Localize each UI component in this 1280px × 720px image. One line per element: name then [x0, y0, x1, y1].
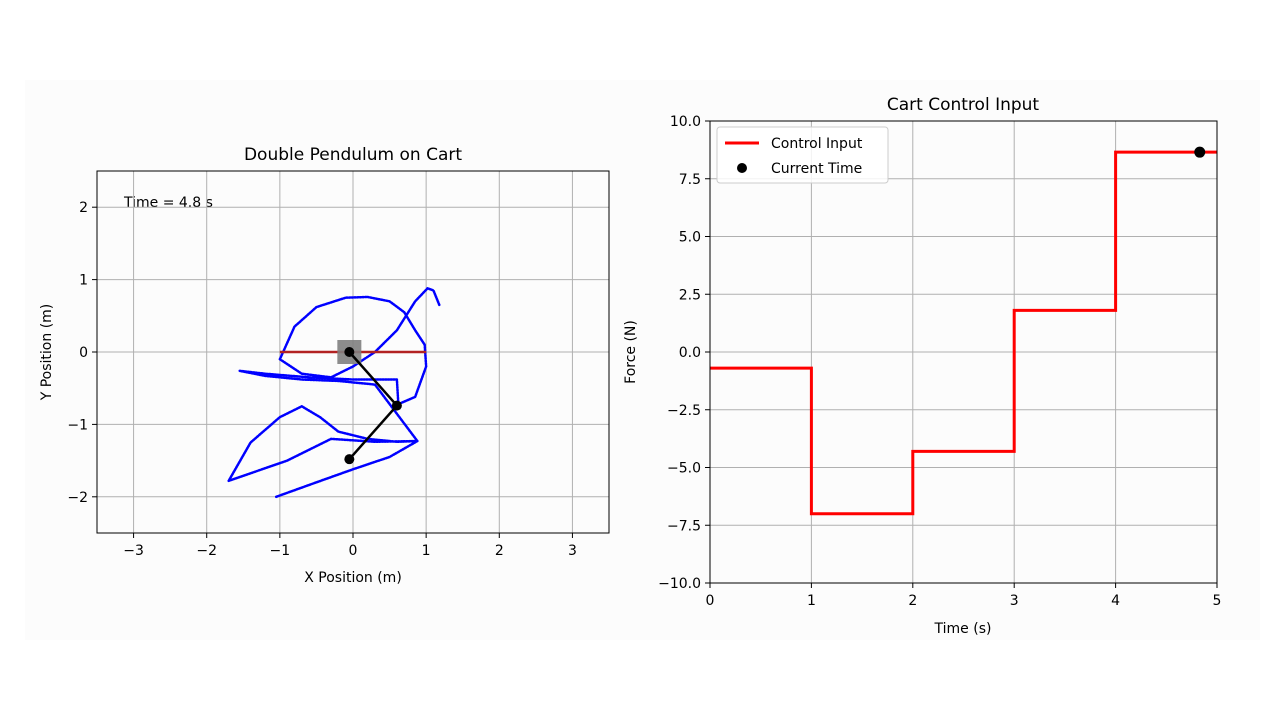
figure-svg: Double Pendulum on Cart X Position (m) Y… [39, 95, 1221, 637]
control-input-line [710, 150, 1217, 516]
control-y-tick-label: 0.0 [679, 345, 701, 361]
pendulum-x-axis-label: X Position (m) [304, 570, 402, 586]
current-time-marker [1194, 146, 1206, 158]
legend-current-swatch [737, 163, 747, 173]
pendulum-x-tick-label: −1 [270, 543, 291, 559]
control-y-axis-label: Force (N) [623, 320, 639, 384]
pendulum-x-tick-label: 2 [495, 543, 504, 559]
control-x-axis-label: Time (s) [934, 621, 992, 637]
trajectory-trace [227, 287, 441, 499]
pendulum-y-tick-label: −2 [67, 490, 88, 506]
control-y-tick-label: −2.5 [667, 403, 701, 419]
legend-current-label: Current Time [771, 161, 862, 177]
pendulum-plot-frame [96, 170, 610, 534]
figure: Double Pendulum on Cart X Position (m) Y… [25, 80, 1260, 640]
cart-pendulum [279, 340, 427, 465]
control-y-tick-label: −7.5 [667, 518, 701, 534]
control-series [710, 146, 1217, 516]
legend-control-label: Control Input [771, 136, 863, 152]
control-y-tick-label: 5.0 [679, 230, 701, 246]
control-grid [709, 120, 1218, 584]
control-x-tick-label: 0 [706, 593, 715, 609]
control-chart: Cart Control Input Time (s) Force (N) 0 1… [623, 95, 1221, 637]
control-y-tick-label: 2.5 [679, 287, 701, 303]
control-x-tick-label: 4 [1111, 593, 1120, 609]
pendulum-arm-1 [348, 351, 398, 407]
control-x-tick-label: 5 [1213, 593, 1222, 609]
control-y-tick-label: 7.5 [679, 172, 701, 188]
control-y-tick-label: 10.0 [670, 114, 701, 130]
pendulum-x-tick-label: −3 [123, 543, 144, 559]
time-annotation: Time = 4.8 s [123, 195, 213, 211]
pivot-point [344, 347, 355, 357]
tip-mass [344, 454, 355, 465]
pendulum-arm-2 [348, 404, 398, 460]
control-plot-frame [709, 120, 1218, 584]
control-y-tick-label: −5.0 [667, 461, 701, 477]
legend: Control Input Current Time [716, 126, 889, 184]
control-chart-title: Cart Control Input [887, 95, 1040, 115]
control-x-tick-label: 1 [807, 593, 816, 609]
pendulum-y-axis-label: Y Position (m) [39, 304, 55, 402]
legend-box [716, 126, 889, 184]
control-ticks: 0 1 2 3 4 5 10.0 7.5 5.0 2.5 0.0 −2.5 −5.0 −7.5 −10.0 [658, 114, 1221, 609]
control-x-tick-label: 3 [1010, 593, 1019, 609]
pendulum-y-tick-label: 0 [79, 345, 88, 361]
pendulum-y-tick-label: 1 [79, 273, 88, 289]
pendulum-x-tick-label: 3 [568, 543, 577, 559]
pendulum-y-tick-label: 2 [79, 200, 88, 216]
pendulum-chart: Double Pendulum on Cart X Position (m) Y… [39, 145, 610, 586]
control-y-tick-label: −10.0 [658, 576, 701, 592]
pendulum-x-tick-label: 0 [349, 543, 358, 559]
trajectory-path [227, 287, 441, 499]
pendulum-ticks: −3 −2 −1 0 1 2 3 −2 −1 0 1 2 [67, 200, 577, 559]
pendulum-y-tick-label: −1 [67, 417, 88, 433]
joint-mass [391, 400, 402, 411]
pendulum-x-tick-label: 1 [422, 543, 431, 559]
pendulum-x-tick-label: −2 [196, 543, 217, 559]
control-x-tick-label: 2 [908, 593, 917, 609]
pendulum-chart-title: Double Pendulum on Cart [244, 145, 462, 165]
